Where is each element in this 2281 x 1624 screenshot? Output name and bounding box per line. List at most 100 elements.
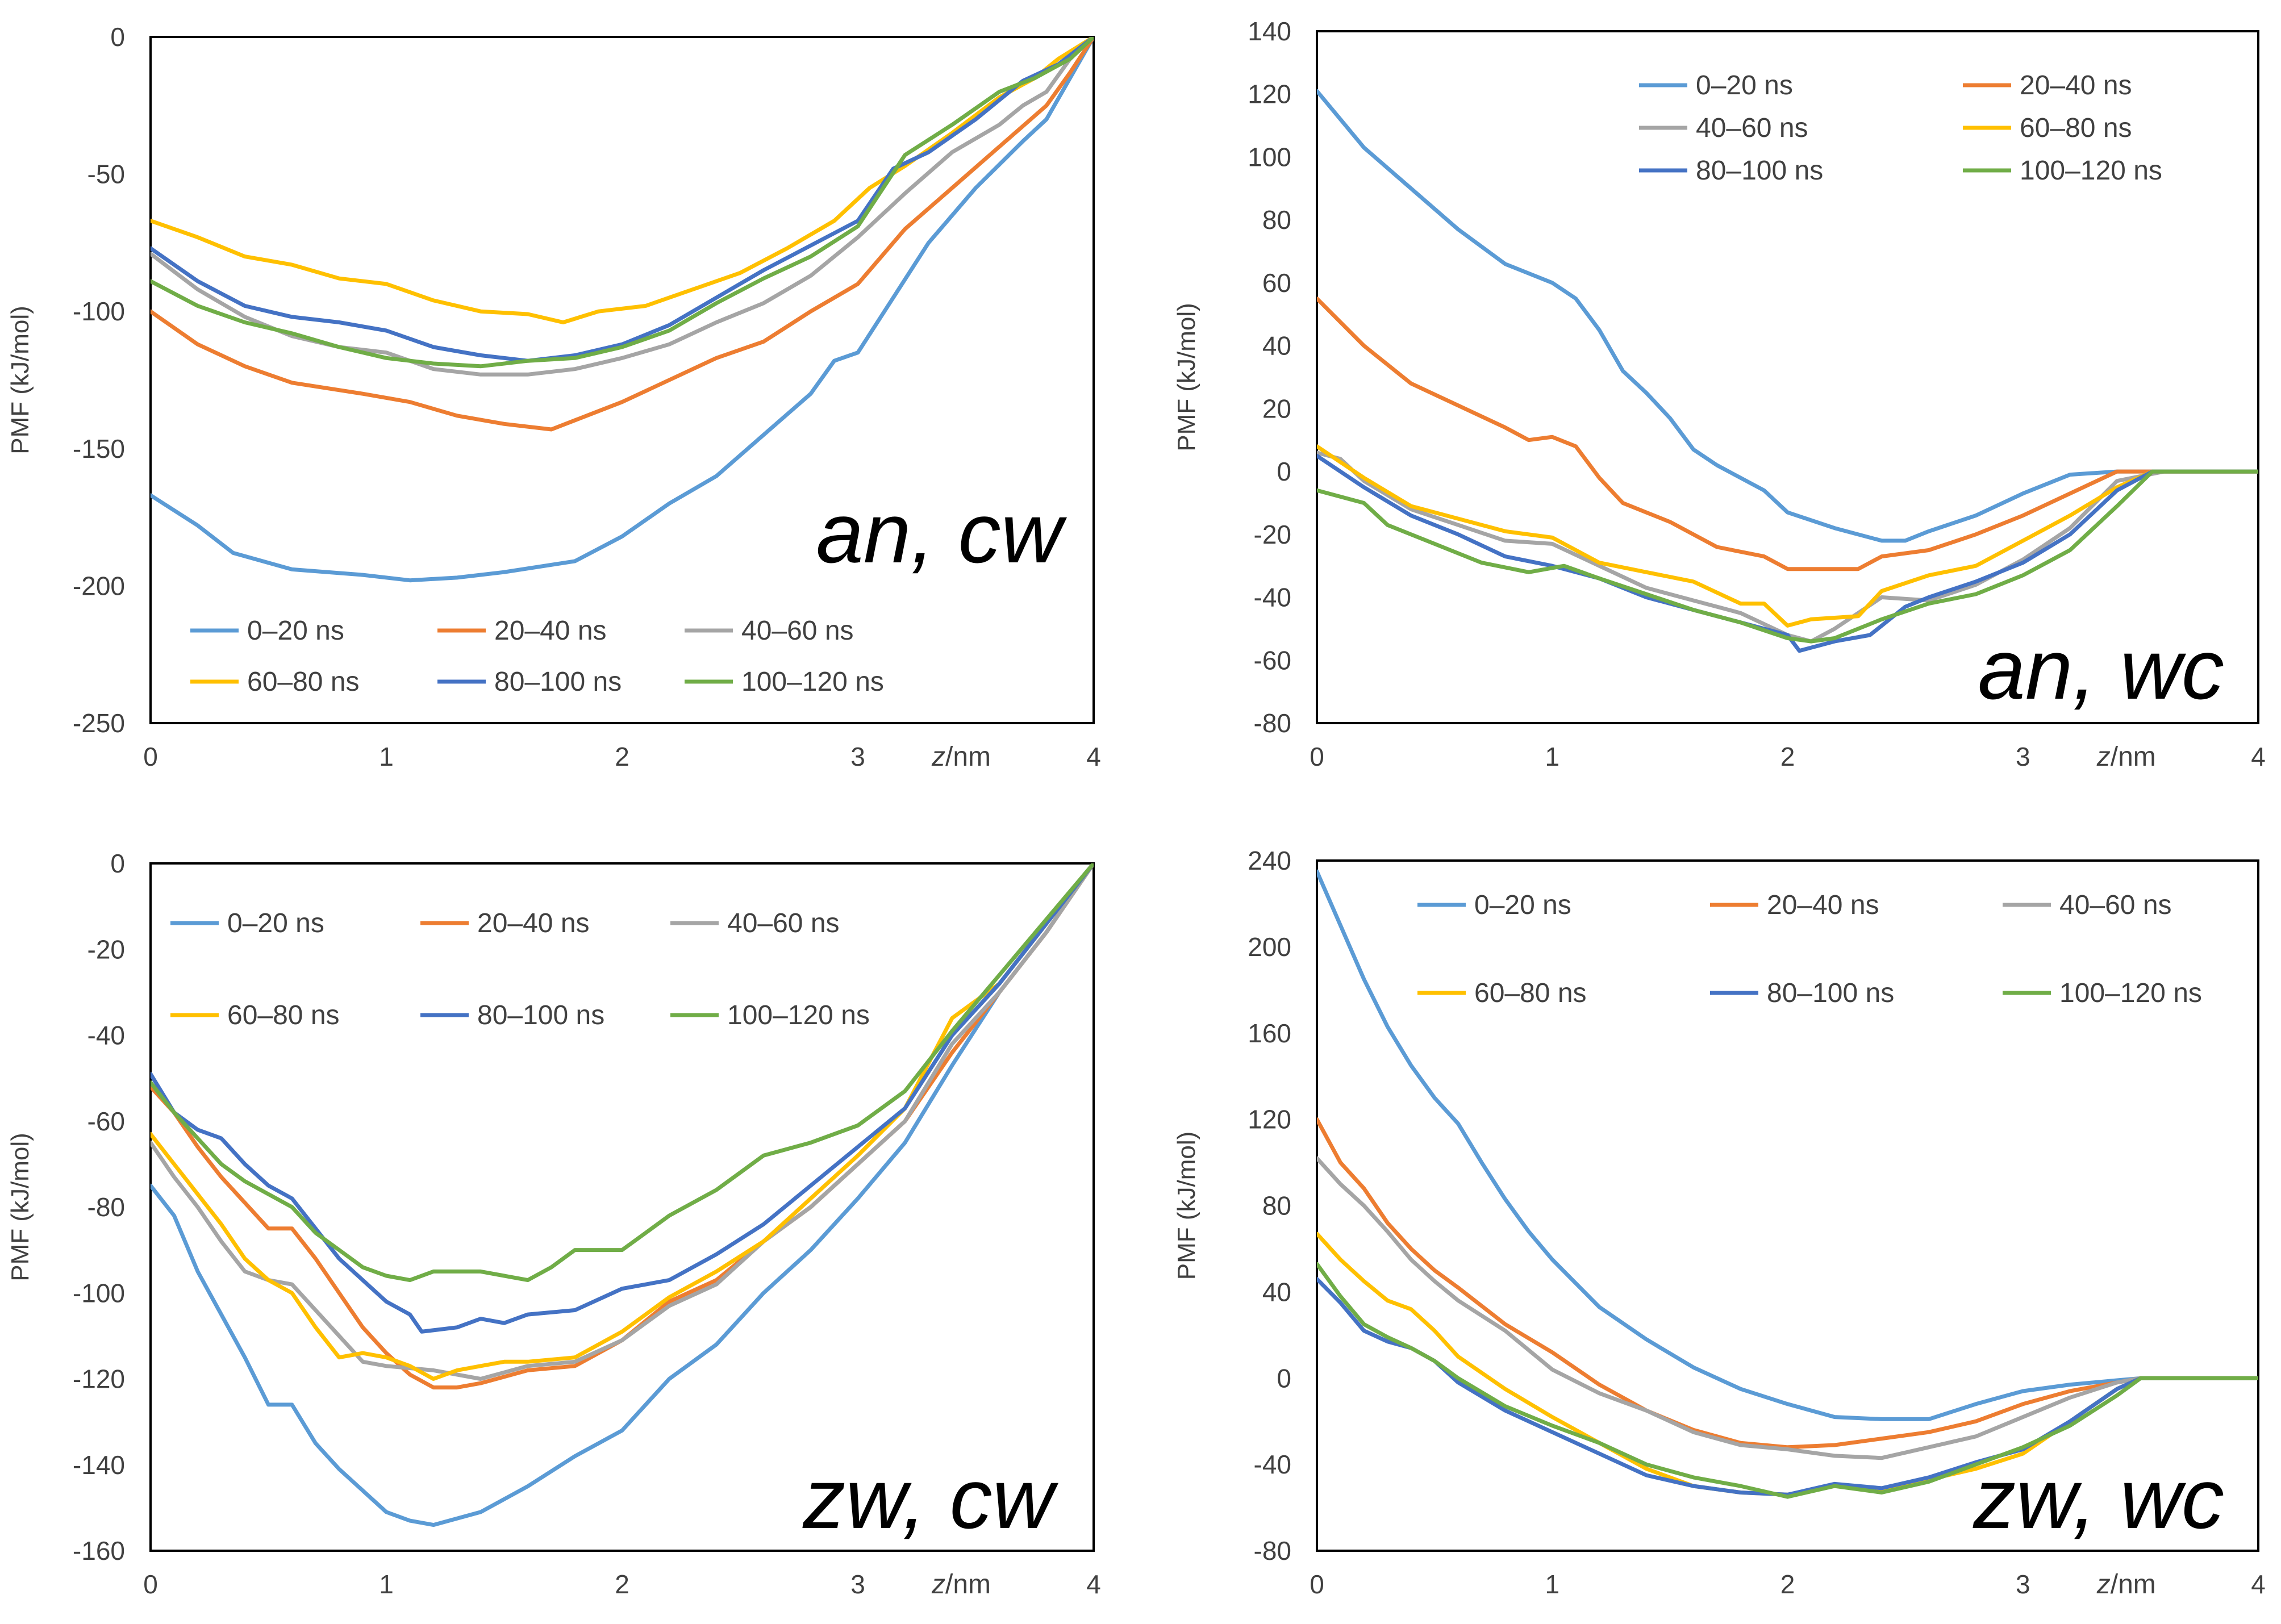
legend-label-80-100: 80–100 ns [477, 1000, 604, 1030]
legend-label-100-120: 100–120 ns [2059, 978, 2202, 1008]
series-line-0-20 [151, 863, 1094, 1527]
legend-label-100-120: 100–120 ns [741, 667, 884, 697]
legend-label-0-20: 0–20 ns [1474, 890, 1571, 920]
x-tick-label: 3 [850, 1569, 865, 1599]
x-tick-label: 0 [1310, 742, 1324, 771]
legend-label-60-80: 60–80 ns [247, 667, 360, 697]
chart-an-cw: 0 -50 -100 -150 -200 -250 0 1 2 3 4 z/nm PMF (kJ/mol… [6, 22, 1101, 772]
y-tick-label: -60 [87, 1107, 125, 1136]
legend-label-60-80: 60–80 ns [227, 1000, 340, 1030]
y-tick-label: -120 [73, 1364, 125, 1394]
series-line-0-20 [1317, 89, 2258, 543]
y-axis-label: PMF (kJ/mol) [6, 306, 34, 454]
series-line-40-60 [1317, 450, 2258, 644]
x-tick-label: 1 [379, 1569, 394, 1599]
legend-label-20-40: 20–40 ns [1767, 890, 1879, 920]
y-tick-label: -160 [73, 1536, 125, 1565]
x-tick-label: 2 [1780, 1569, 1795, 1599]
panel-label: an, cw [816, 485, 1067, 581]
y-tick-label: 200 [1248, 932, 1291, 962]
y-tick-label: -40 [87, 1021, 125, 1050]
chart-zw-cw: 0 -20 -40 -60 -80 -100 -120 -140 -160 0 1 2 3 4 z/nm PM… [6, 849, 1101, 1600]
series-line-60-80 [1317, 444, 2258, 628]
y-tick-label: -20 [1254, 520, 1291, 549]
y-tick-label: 0 [1277, 1363, 1291, 1393]
x-tick-label: 0 [1310, 1569, 1324, 1599]
legend: 0–20 ns 20–40 ns 40–60 ns 60–80 ns 80–100 ns… [1417, 890, 2202, 1008]
y-tick-label: 120 [1248, 80, 1291, 109]
series-line-80-100 [151, 863, 1094, 1334]
series-line-40-60 [151, 863, 1094, 1381]
x-axis-label: z/nm [2096, 1569, 2156, 1600]
legend-label-60-80: 60–80 ns [1474, 978, 1587, 1008]
legend-label-40-60: 40–60 ns [727, 908, 840, 938]
series-line-0-20 [1317, 869, 2258, 1421]
x-axis-label: z/nm [2096, 742, 2156, 772]
legend-label-100-120: 100–120 ns [727, 1000, 870, 1030]
x-tick-label: 1 [1545, 742, 1559, 771]
x-axis-label: z/nm [931, 742, 991, 772]
legend-label-20-40: 20–40 ns [2020, 70, 2132, 101]
y-tick-label: 80 [1262, 1191, 1291, 1221]
x-tick-label: 3 [850, 742, 865, 771]
series-line-0-20 [151, 37, 1094, 583]
series-line-100-120 [1317, 1262, 2258, 1499]
y-tick-label: -40 [1254, 1450, 1291, 1479]
x-tick-label: 3 [2016, 742, 2030, 771]
x-axis-label: z/nm [931, 1569, 991, 1600]
y-tick-label: 160 [1248, 1018, 1291, 1048]
legend-label-80-100: 80–100 ns [1696, 156, 1823, 186]
chart-zw-wc: 240 200 160 120 80 40 0 -40 -80 0 1 2 3 4 z/nm PMF (kJ/… [1173, 846, 2266, 1600]
series-line-60-80 [151, 37, 1094, 324]
y-tick-label: 240 [1248, 846, 1291, 875]
y-tick-label: -100 [73, 297, 125, 326]
series-line-20-40 [1317, 297, 2258, 571]
y-tick-label: 0 [110, 849, 125, 878]
panel-label: zw, wc [1973, 1451, 2224, 1546]
plot-frame [149, 36, 1095, 724]
series-line-20-40 [151, 37, 1094, 432]
series-line-100-120 [151, 37, 1094, 369]
x-tick-label: 3 [2016, 1569, 2030, 1599]
legend: 0–20 ns 20–40 ns 40–60 ns 60–80 ns 80–100 ns… [190, 616, 884, 697]
y-tick-label: 60 [1262, 268, 1291, 298]
legend-label-40-60: 40–60 ns [741, 616, 854, 646]
legend-label-0-20: 0–20 ns [247, 616, 344, 646]
y-tick-label: -50 [87, 160, 125, 189]
x-tick-label: 0 [143, 742, 158, 771]
legend-label-0-20: 0–20 ns [227, 908, 324, 938]
x-tick-label: 1 [379, 742, 394, 771]
y-tick-label: -250 [73, 708, 125, 738]
y-tick-label: -20 [87, 934, 125, 964]
legend-label-80-100: 80–100 ns [494, 667, 622, 697]
series-line-100-120 [151, 863, 1094, 1283]
x-tick-label: 4 [1086, 742, 1101, 771]
plot-frame [149, 862, 1095, 1552]
y-axis-label: PMF (kJ/mol) [1173, 1132, 1200, 1280]
series-line-40-60 [1317, 1156, 2258, 1460]
y-tick-label: 20 [1262, 394, 1291, 423]
y-tick-label: -80 [1254, 708, 1291, 738]
y-tick-label: 0 [110, 22, 125, 52]
legend: 0–20 ns 20–40 ns 40–60 ns 60–80 ns 80–100 ns… [170, 908, 870, 1030]
legend-label-20-40: 20–40 ns [494, 616, 607, 646]
series-line-60-80 [151, 863, 1094, 1381]
x-tick-label: 0 [143, 1569, 158, 1599]
legend-label-0-20: 0–20 ns [1696, 70, 1793, 101]
series-line-100-120 [1317, 469, 2258, 644]
legend-label-60-80: 60–80 ns [2020, 113, 2132, 143]
y-tick-label: 120 [1248, 1105, 1291, 1134]
y-tick-label: -200 [73, 571, 125, 600]
y-tick-label: 0 [1277, 457, 1291, 486]
y-axis-label: PMF (kJ/mol) [1173, 303, 1200, 452]
x-tick-label: 2 [1780, 742, 1795, 771]
x-tick-label: 2 [615, 742, 629, 771]
y-tick-label: 40 [1262, 331, 1291, 361]
y-tick-label: 80 [1262, 205, 1291, 235]
y-tick-label: -60 [1254, 645, 1291, 675]
y-tick-label: -140 [73, 1450, 125, 1480]
panel-label: zw, cw [802, 1451, 1058, 1546]
plot-frame [1316, 859, 2259, 1552]
legend: 0–20 ns 20–40 ns 40–60 ns 60–80 ns 80–100 ns… [1639, 70, 2162, 186]
